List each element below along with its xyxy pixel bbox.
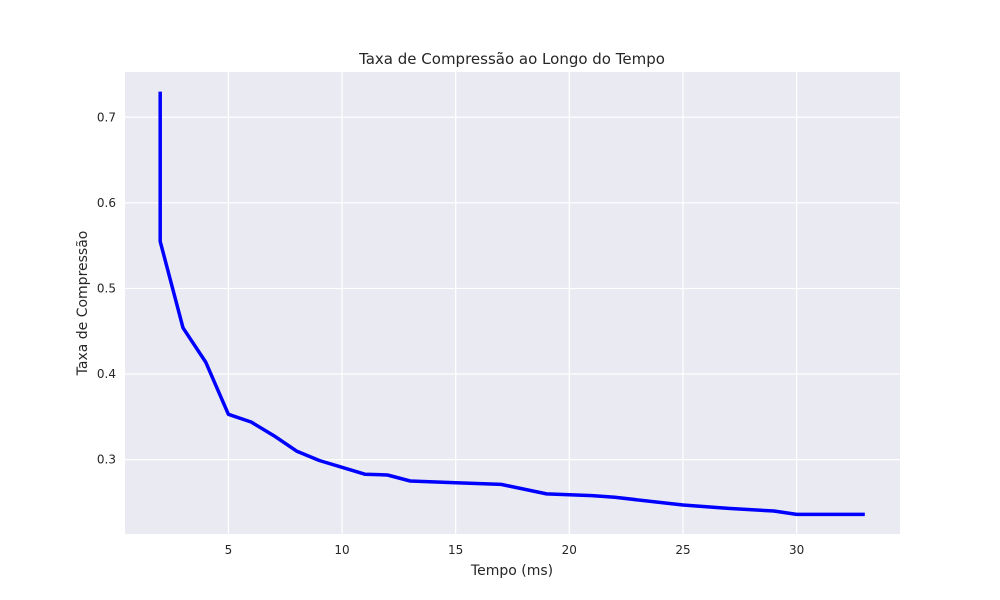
x-tick-label: 5 <box>225 543 233 557</box>
x-tick-labels: 5 10 15 20 25 30 <box>225 543 805 557</box>
y-tick-label: 0.5 <box>97 281 116 295</box>
x-tick-label: 30 <box>789 543 804 557</box>
series-layer <box>158 91 865 517</box>
x-tick-label: 10 <box>334 543 349 557</box>
y-tick-label: 0.4 <box>97 367 116 381</box>
chart-title: Taxa de Compressão ao Longo do Tempo <box>358 50 665 68</box>
x-tick-label: 25 <box>675 543 690 557</box>
y-tick-label: 0.6 <box>97 196 116 210</box>
x-tick-label: 15 <box>448 543 463 557</box>
series-line <box>158 91 865 517</box>
x-axis-label: Tempo (ms) <box>470 563 553 579</box>
y-axis-label: Taxa de Compressão <box>75 231 91 377</box>
plot-background <box>125 72 900 534</box>
y-tick-label: 0.7 <box>97 110 116 124</box>
y-tick-label: 0.3 <box>97 453 116 467</box>
x-tick-label: 20 <box>562 543 577 557</box>
y-tick-labels: 0.3 0.4 0.5 0.6 0.7 <box>97 110 116 466</box>
grid-lines <box>125 72 900 534</box>
